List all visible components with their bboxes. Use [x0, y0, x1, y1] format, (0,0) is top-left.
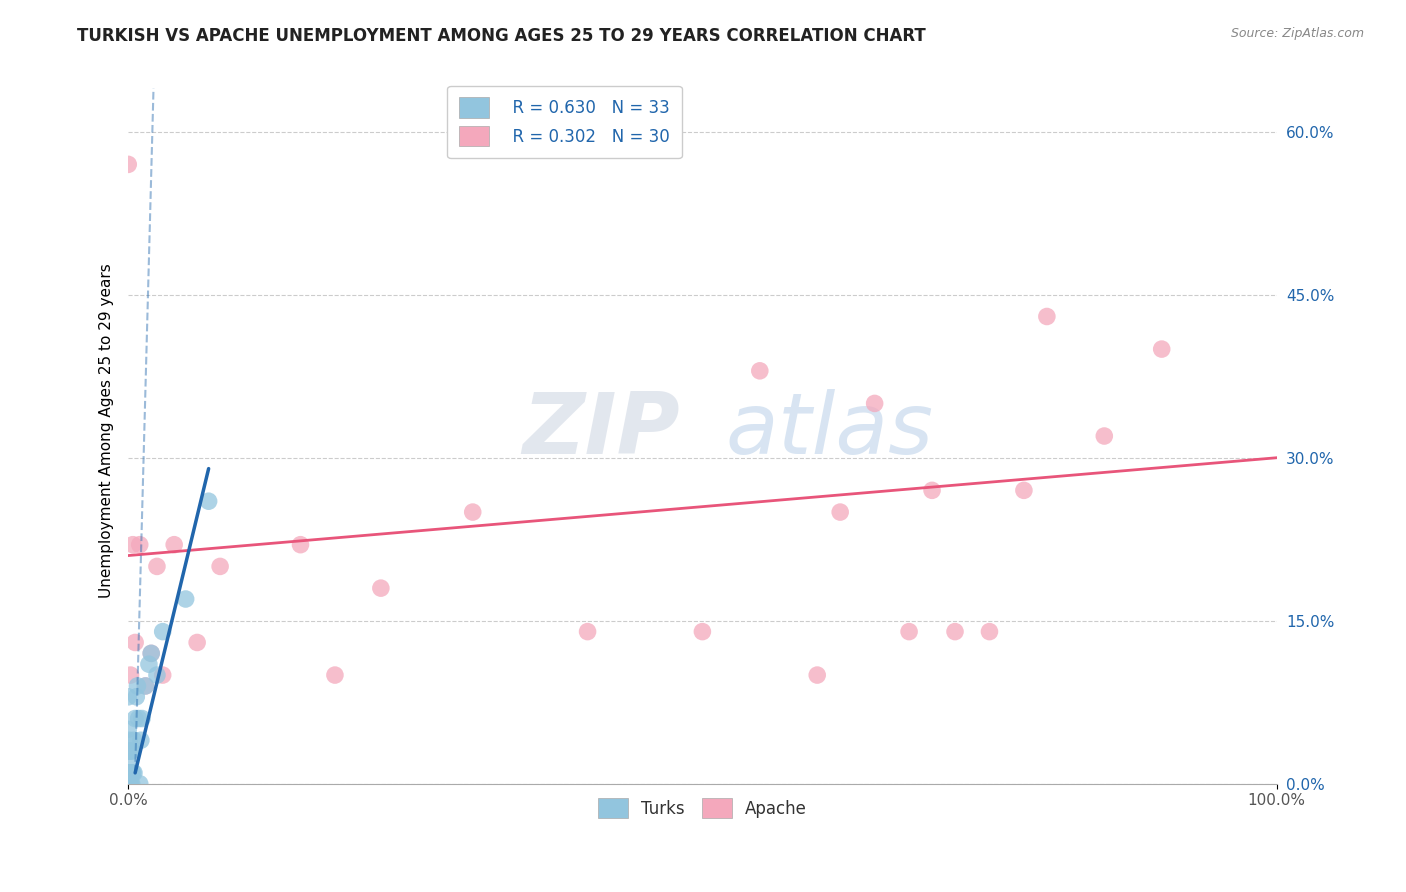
Point	[121, 777, 143, 791]
Text: Source: ZipAtlas.com: Source: ZipAtlas.com	[1230, 27, 1364, 40]
Point	[121, 744, 143, 758]
Point	[830, 505, 852, 519]
Point	[197, 494, 219, 508]
Point	[121, 765, 143, 780]
Point	[117, 777, 139, 791]
Point	[174, 592, 197, 607]
Point	[692, 624, 714, 639]
Point	[129, 733, 152, 747]
Point	[117, 723, 139, 737]
Point	[124, 635, 146, 649]
Point	[118, 765, 141, 780]
Point	[120, 777, 142, 791]
Point	[117, 777, 139, 791]
Point	[120, 668, 142, 682]
Point	[146, 668, 169, 682]
Point	[943, 624, 966, 639]
Point	[117, 744, 139, 758]
Point	[748, 364, 770, 378]
Point	[576, 624, 599, 639]
Point	[134, 679, 156, 693]
Point	[124, 712, 146, 726]
Point	[141, 646, 163, 660]
Point	[1150, 342, 1173, 356]
Point	[128, 538, 150, 552]
Point	[370, 581, 392, 595]
Point	[1092, 429, 1115, 443]
Point	[117, 690, 139, 704]
Point	[163, 538, 186, 552]
Point	[1036, 310, 1059, 324]
Point	[117, 765, 139, 780]
Point	[118, 777, 141, 791]
Point	[122, 733, 145, 747]
Point	[138, 657, 160, 672]
Point	[121, 765, 143, 780]
Point	[117, 755, 139, 769]
Point	[898, 624, 921, 639]
Point	[806, 668, 828, 682]
Point	[863, 396, 886, 410]
Point	[921, 483, 943, 498]
Point	[117, 157, 139, 171]
Legend: Turks, Apache: Turks, Apache	[592, 791, 814, 825]
Y-axis label: Unemployment Among Ages 25 to 29 years: Unemployment Among Ages 25 to 29 years	[100, 263, 114, 598]
Point	[979, 624, 1001, 639]
Point	[209, 559, 232, 574]
Point	[121, 538, 143, 552]
Point	[152, 668, 174, 682]
Point	[120, 765, 142, 780]
Text: TURKISH VS APACHE UNEMPLOYMENT AMONG AGES 25 TO 29 YEARS CORRELATION CHART: TURKISH VS APACHE UNEMPLOYMENT AMONG AGE…	[77, 27, 927, 45]
Point	[134, 679, 156, 693]
Point	[186, 635, 208, 649]
Point	[141, 646, 163, 660]
Text: atlas: atlas	[725, 389, 934, 472]
Point	[1012, 483, 1035, 498]
Point	[128, 777, 150, 791]
Point	[323, 668, 346, 682]
Point	[146, 559, 169, 574]
Point	[461, 505, 484, 519]
Point	[118, 733, 141, 747]
Text: ZIP: ZIP	[522, 389, 679, 472]
Point	[128, 712, 150, 726]
Point	[131, 712, 153, 726]
Point	[125, 690, 148, 704]
Point	[122, 765, 145, 780]
Point	[127, 679, 149, 693]
Point	[152, 624, 174, 639]
Point	[290, 538, 312, 552]
Point	[120, 744, 142, 758]
